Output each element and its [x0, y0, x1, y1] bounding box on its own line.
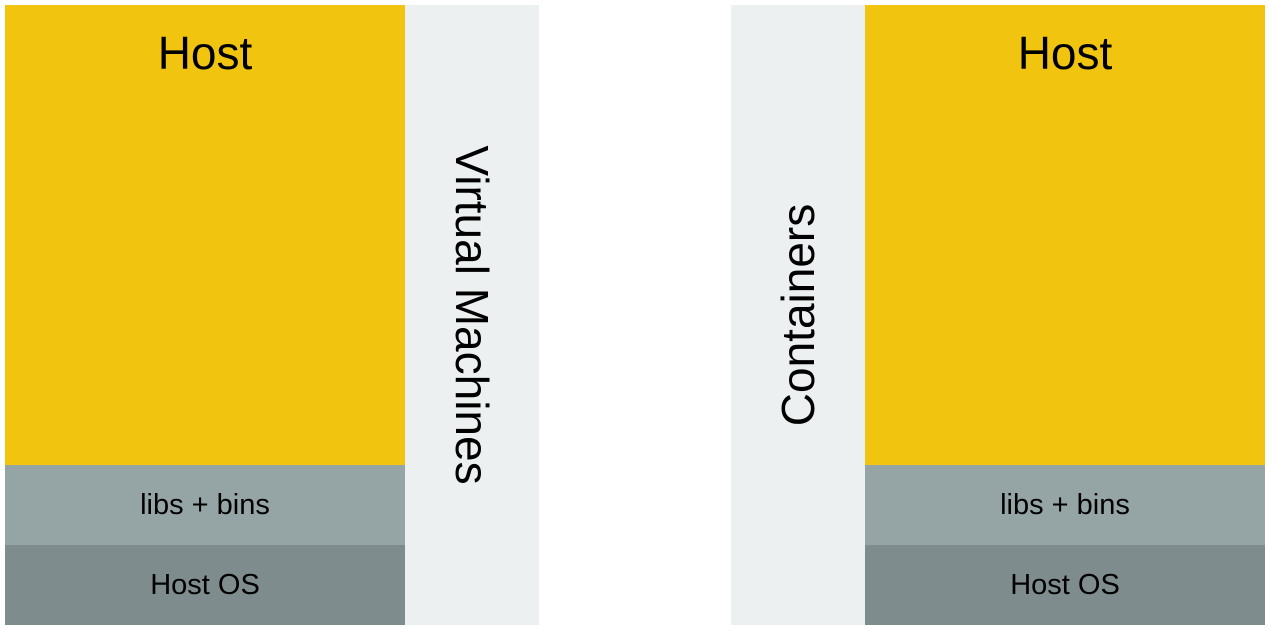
- right-host-block: Host: [865, 5, 1265, 465]
- containers-strip: Containers: [731, 5, 865, 625]
- right-os-block: Host OS: [865, 545, 1265, 625]
- virtual-machines-label: Virtual Machines: [446, 145, 498, 485]
- containers-label: Containers: [772, 203, 824, 427]
- left-os-block: Host OS: [5, 545, 405, 625]
- right-libs-label: libs + bins: [1000, 488, 1130, 521]
- virtual-machines-strip: Virtual Machines: [405, 5, 539, 625]
- right-host-title: Host: [1017, 27, 1113, 79]
- left-libs-block: libs + bins: [5, 465, 405, 545]
- left-host-title: Host: [157, 27, 253, 79]
- left-os-label: Host OS: [150, 568, 260, 601]
- right-libs-block: libs + bins: [865, 465, 1265, 545]
- left-host-block: Host: [5, 5, 405, 465]
- left-libs-label: libs + bins: [140, 488, 270, 521]
- right-os-label: Host OS: [1010, 568, 1120, 601]
